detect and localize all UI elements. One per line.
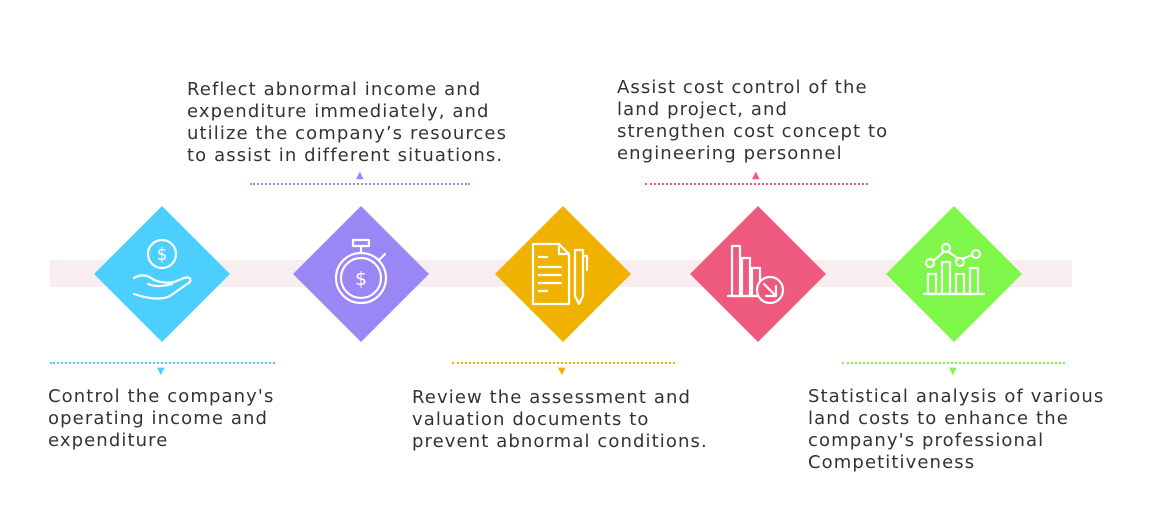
text-line: strengthen cost concept to xyxy=(617,121,889,142)
step-4-diamond xyxy=(690,206,826,342)
step-5-dotted-line xyxy=(842,362,1065,364)
step-4-dotted-line xyxy=(645,183,868,185)
text-line: company's professional xyxy=(808,430,1045,451)
text-line: engineering personnel xyxy=(617,143,843,164)
text-line: valuation documents to xyxy=(412,409,650,430)
step-2-dotted-line xyxy=(250,183,470,185)
text-line: Review the assessment and xyxy=(412,387,691,408)
text-line: Competitiveness xyxy=(808,452,976,473)
text-line: to assist in different situations. xyxy=(187,145,504,166)
step-3-diamond xyxy=(495,206,631,342)
text-line: operating income and xyxy=(48,408,269,429)
text-line: Control the company's xyxy=(48,386,275,407)
stopwatch-dollar-icon: $ xyxy=(334,238,388,305)
text-line: prevent abnormal conditions. xyxy=(412,431,708,452)
text-line: Assist cost control of the xyxy=(617,77,868,98)
step-5-text: Statistical analysis of various land cos… xyxy=(808,386,1104,474)
text-line: utilize the company’s resources xyxy=(187,123,508,144)
step-2-diamond xyxy=(293,206,429,342)
text-line: land costs to enhance the xyxy=(808,408,1069,429)
step-4-text: Assist cost control of the land project,… xyxy=(617,77,888,165)
document-pen-icon xyxy=(531,242,589,306)
chart-decrease-icon xyxy=(726,244,785,305)
hand-coin-icon: $ xyxy=(132,238,192,300)
step-1-text: Control the company's operating income a… xyxy=(48,386,274,452)
text-line: land project, and xyxy=(617,99,789,120)
svg-text:$: $ xyxy=(355,268,367,290)
arrow-down-icon: ▼ xyxy=(949,366,957,377)
svg-text:$: $ xyxy=(157,245,168,265)
arrow-up-icon: ▲ xyxy=(356,170,364,181)
arrow-down-icon: ▼ xyxy=(157,366,165,377)
text-line: Reflect abnormal income and xyxy=(187,79,482,100)
arrow-up-icon: ▲ xyxy=(752,170,760,181)
text-line: expenditure immediately, and xyxy=(187,101,490,122)
step-5-diamond xyxy=(886,206,1022,342)
text-line: expenditure xyxy=(48,430,169,451)
step-3-text: Review the assessment and valuation docu… xyxy=(412,387,708,453)
bar-line-chart-icon xyxy=(922,242,986,296)
step-3-dotted-line xyxy=(452,362,675,364)
step-2-text: Reflect abnormal income and expenditure … xyxy=(187,79,507,167)
arrow-down-icon: ▼ xyxy=(558,366,566,377)
text-line: Statistical analysis of various xyxy=(808,386,1105,407)
step-1-dotted-line xyxy=(50,362,275,364)
step-1-diamond xyxy=(94,206,230,342)
